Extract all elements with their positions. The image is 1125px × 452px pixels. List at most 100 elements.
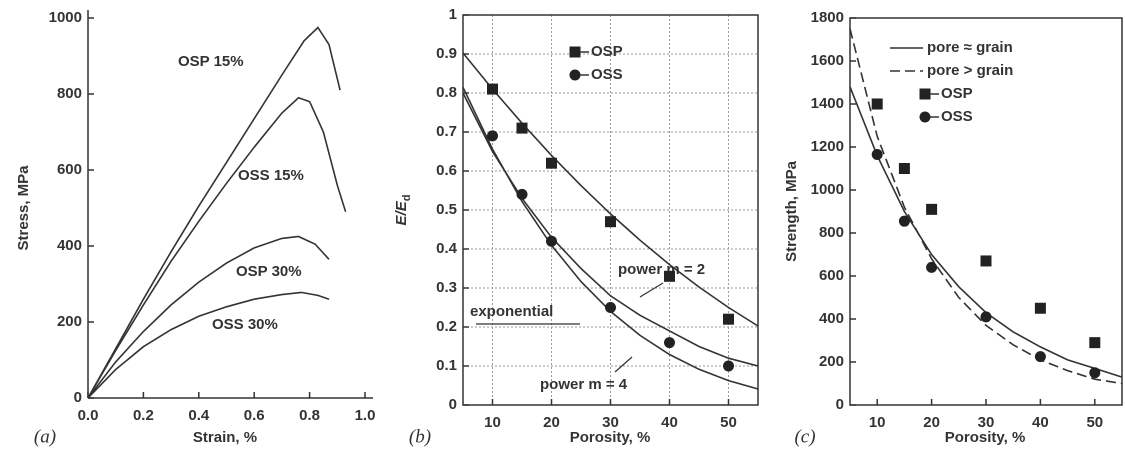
x-tick-label: 30: [978, 414, 995, 431]
y-tick-label: 1000: [811, 181, 844, 198]
data-point: [516, 122, 528, 134]
curve-label: OSS 30%: [212, 316, 278, 333]
data-point: [926, 261, 938, 273]
y-tick-label: 200: [57, 313, 82, 330]
curve-label: power m = 4: [540, 376, 628, 393]
curve-label: OSP 15%: [178, 53, 244, 70]
y-tick-label: 0.1: [436, 357, 457, 374]
data-point: [926, 203, 938, 215]
x-tick-label: 50: [1086, 414, 1103, 431]
y-tick-label: 1: [449, 6, 457, 23]
legend-label: OSS: [941, 108, 973, 125]
data-point: [605, 216, 616, 228]
data-point: [605, 302, 616, 313]
x-tick-label: 20: [543, 414, 560, 431]
data-point: [723, 360, 734, 372]
curve-label: OSP 30%: [236, 263, 302, 280]
y-tick-label: 800: [819, 224, 844, 241]
x-tick-label: 0.6: [244, 407, 265, 424]
model-curve: [462, 92, 759, 367]
y-tick-label: 0: [74, 389, 82, 406]
data-point: [898, 163, 910, 174]
stress-curve: [87, 291, 330, 399]
plot-frame: [849, 17, 1123, 406]
y-tick-label: 0.4: [436, 240, 458, 257]
data-point: [1089, 367, 1101, 379]
y-tick-label: 800: [57, 85, 82, 102]
y-tick-label: 0.8: [436, 84, 457, 101]
y-tick-label: 0.7: [436, 123, 457, 140]
model-curve: [462, 52, 759, 327]
data-point: [1089, 337, 1101, 349]
x-tick-label: 40: [1032, 414, 1049, 431]
x-tick-label: 10: [869, 414, 886, 431]
y-tick-label: 1400: [811, 95, 844, 112]
panel-label: (c): [794, 426, 815, 447]
x-tick-label: 40: [661, 414, 678, 431]
y-axis-title-main: E/E: [393, 200, 410, 225]
data-point: [980, 311, 992, 323]
legend-marker: [569, 46, 581, 58]
legend-marker: [919, 111, 931, 123]
panel-label: (a): [34, 426, 56, 447]
y-axis-title-main: Strength, MPa: [783, 160, 800, 261]
y-axis-title-subscript: d: [401, 195, 413, 202]
y-tick-label: 0: [449, 396, 457, 413]
curve-label: OSS 15%: [238, 167, 304, 184]
legend-marker: [919, 88, 931, 100]
x-tick-label: 20: [923, 414, 940, 431]
y-tick-label: 0.6: [436, 162, 457, 179]
x-tick-label: 0.4: [188, 407, 210, 424]
data-point: [723, 313, 734, 325]
legend-label: OSP: [591, 43, 623, 60]
y-tick-label: 0.9: [436, 45, 457, 62]
y-axis-title: E/Ed: [393, 195, 413, 226]
curve-label: power m = 2: [618, 261, 705, 278]
data-point: [546, 157, 557, 169]
y-axis-title: Strength, MPa: [783, 160, 800, 261]
x-tick-label: 0.0: [78, 407, 99, 424]
legend-label: OSP: [941, 85, 973, 102]
y-tick-label: 600: [819, 267, 844, 284]
y-tick-label: 400: [57, 237, 82, 254]
leader-line: [639, 282, 664, 298]
y-tick-label: 400: [819, 310, 844, 327]
data-point: [516, 188, 528, 200]
x-tick-label: 1.0: [355, 407, 376, 424]
x-axis-title: Porosity, %: [945, 429, 1026, 446]
data-point: [664, 337, 675, 349]
y-tick-label: 0.2: [436, 318, 457, 335]
panel: 0 0.1 0.2 0.3 0.4 0.5 0.6 0.7 0.8 0.9 1 10 20 30 40 50 P…: [393, 6, 759, 447]
y-tick-label: 200: [819, 353, 844, 370]
stress-curve: [87, 96, 347, 399]
data-point: [1034, 351, 1046, 363]
stress-curve: [87, 26, 341, 399]
x-tick-label: 50: [720, 414, 737, 431]
data-point: [664, 270, 675, 282]
data-point: [871, 98, 883, 110]
legend-label: OSS: [591, 66, 623, 83]
x-axis-title: Strain, %: [193, 429, 257, 446]
y-axis-title: Stress, MPa: [15, 165, 32, 251]
data-point: [898, 215, 910, 227]
y-tick-label: 0: [836, 396, 844, 413]
y-tick-label: 1600: [811, 52, 844, 69]
data-point: [871, 149, 883, 161]
y-tick-label: 1800: [811, 9, 844, 26]
legend-label: pore > grain: [927, 62, 1013, 79]
panel: 0 200 400 600 800 1000 0.0 0.2 0.4 0.6 0.8 1.0 Strai…: [15, 9, 375, 447]
x-tick-label: 0.8: [299, 407, 320, 424]
y-tick-label: 0.5: [436, 201, 457, 218]
leader-line: [614, 356, 633, 373]
x-tick-label: 30: [602, 414, 619, 431]
y-tick-label: 1200: [811, 138, 844, 155]
panel: 0 200 400 600 800 1000 1200 1400 1600 1800 10 20 30 4…: [783, 9, 1123, 447]
legend-label: pore ≈ grain: [927, 39, 1013, 56]
stress-curve: [87, 235, 330, 399]
y-tick-label: 0.3: [436, 279, 457, 296]
data-point: [980, 255, 992, 267]
curve-label: exponential: [470, 303, 553, 320]
model-curve: [849, 86, 1123, 378]
data-point: [487, 83, 498, 95]
